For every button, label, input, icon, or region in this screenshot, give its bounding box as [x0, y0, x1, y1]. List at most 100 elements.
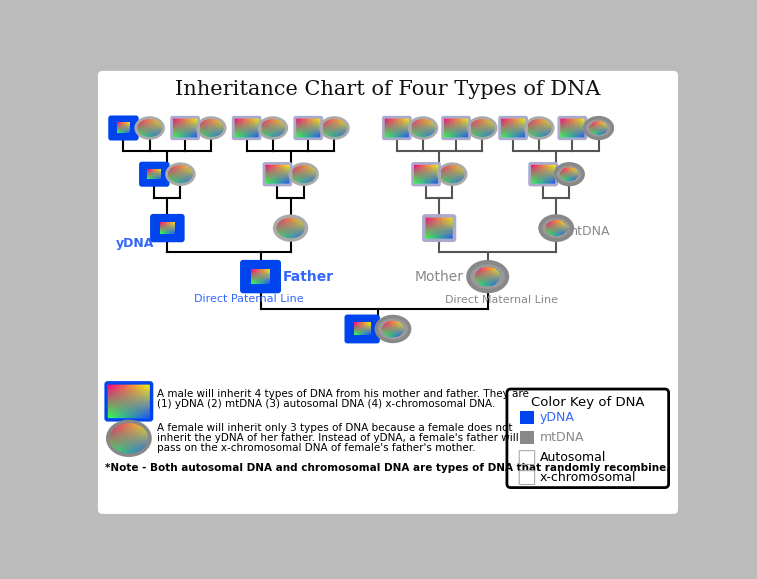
Bar — [245, 130, 246, 131]
Bar — [273, 178, 274, 179]
Bar — [145, 122, 146, 123]
Bar — [492, 130, 493, 131]
Bar — [257, 273, 259, 274]
Bar — [310, 172, 311, 173]
Bar — [465, 128, 466, 129]
Bar — [270, 130, 271, 131]
Bar — [155, 134, 157, 135]
Bar — [187, 180, 188, 181]
Bar — [314, 127, 316, 128]
Bar — [532, 476, 533, 477]
Bar — [114, 439, 115, 440]
Bar — [145, 431, 147, 432]
Bar — [598, 122, 599, 123]
Bar — [138, 126, 139, 127]
Bar — [216, 123, 217, 124]
Bar — [148, 442, 149, 443]
Bar — [221, 129, 222, 130]
Bar — [428, 217, 429, 218]
Bar — [529, 458, 531, 459]
Bar — [578, 137, 579, 138]
Bar — [494, 276, 495, 277]
Bar — [294, 170, 295, 171]
Bar — [263, 120, 265, 122]
Bar — [271, 119, 272, 120]
Bar — [511, 118, 512, 119]
Bar — [434, 122, 435, 123]
Bar — [328, 131, 329, 133]
Bar — [564, 232, 565, 233]
Bar — [337, 127, 338, 128]
Bar — [298, 168, 300, 169]
Bar — [591, 126, 593, 127]
Bar — [152, 170, 154, 171]
Bar — [142, 448, 143, 449]
Bar — [312, 128, 313, 129]
Bar — [133, 449, 135, 450]
Bar — [428, 232, 429, 234]
Bar — [561, 221, 562, 222]
Bar — [338, 121, 339, 122]
Bar — [174, 125, 176, 126]
Bar — [300, 170, 301, 171]
Bar — [216, 126, 217, 127]
Bar — [399, 130, 400, 131]
Bar — [143, 132, 144, 133]
Bar — [175, 171, 176, 172]
Bar — [544, 123, 545, 124]
Bar — [556, 234, 558, 235]
Bar — [432, 131, 433, 132]
Bar — [601, 132, 602, 133]
Bar — [529, 459, 531, 460]
Bar — [196, 123, 198, 124]
Bar — [136, 124, 138, 126]
Bar — [568, 126, 569, 127]
Bar — [279, 167, 280, 168]
Bar — [176, 181, 177, 182]
Bar — [399, 125, 400, 126]
Bar — [120, 130, 121, 131]
Bar — [156, 120, 157, 121]
Bar — [541, 131, 542, 133]
Bar — [481, 120, 482, 122]
Bar — [291, 220, 292, 221]
Bar — [192, 125, 194, 126]
Bar — [601, 127, 602, 129]
Bar — [161, 226, 163, 227]
Bar — [439, 233, 441, 234]
Bar — [282, 236, 283, 237]
Bar — [504, 135, 506, 137]
Bar — [112, 437, 114, 438]
Bar — [139, 395, 140, 397]
Bar — [428, 119, 429, 120]
Bar — [530, 471, 531, 472]
Bar — [210, 122, 211, 123]
Bar — [191, 168, 192, 169]
Bar — [301, 164, 302, 165]
Bar — [296, 236, 298, 237]
Bar — [428, 122, 429, 123]
Bar — [213, 122, 215, 123]
Bar — [282, 131, 283, 133]
Bar — [548, 127, 550, 129]
Bar — [593, 126, 594, 127]
Bar — [564, 118, 565, 119]
Bar — [525, 479, 527, 481]
Bar — [181, 181, 182, 182]
Bar — [282, 236, 284, 237]
Bar — [493, 279, 494, 280]
Bar — [534, 178, 536, 179]
Bar — [274, 168, 276, 170]
Bar — [266, 131, 267, 133]
Bar — [118, 437, 120, 438]
Bar — [531, 481, 532, 482]
Bar — [447, 182, 448, 183]
Bar — [303, 178, 304, 179]
Bar — [569, 174, 571, 175]
Bar — [396, 121, 397, 122]
Bar — [109, 436, 111, 437]
Bar — [411, 123, 413, 124]
Bar — [142, 430, 143, 431]
Bar — [526, 459, 528, 460]
Bar — [274, 124, 275, 126]
